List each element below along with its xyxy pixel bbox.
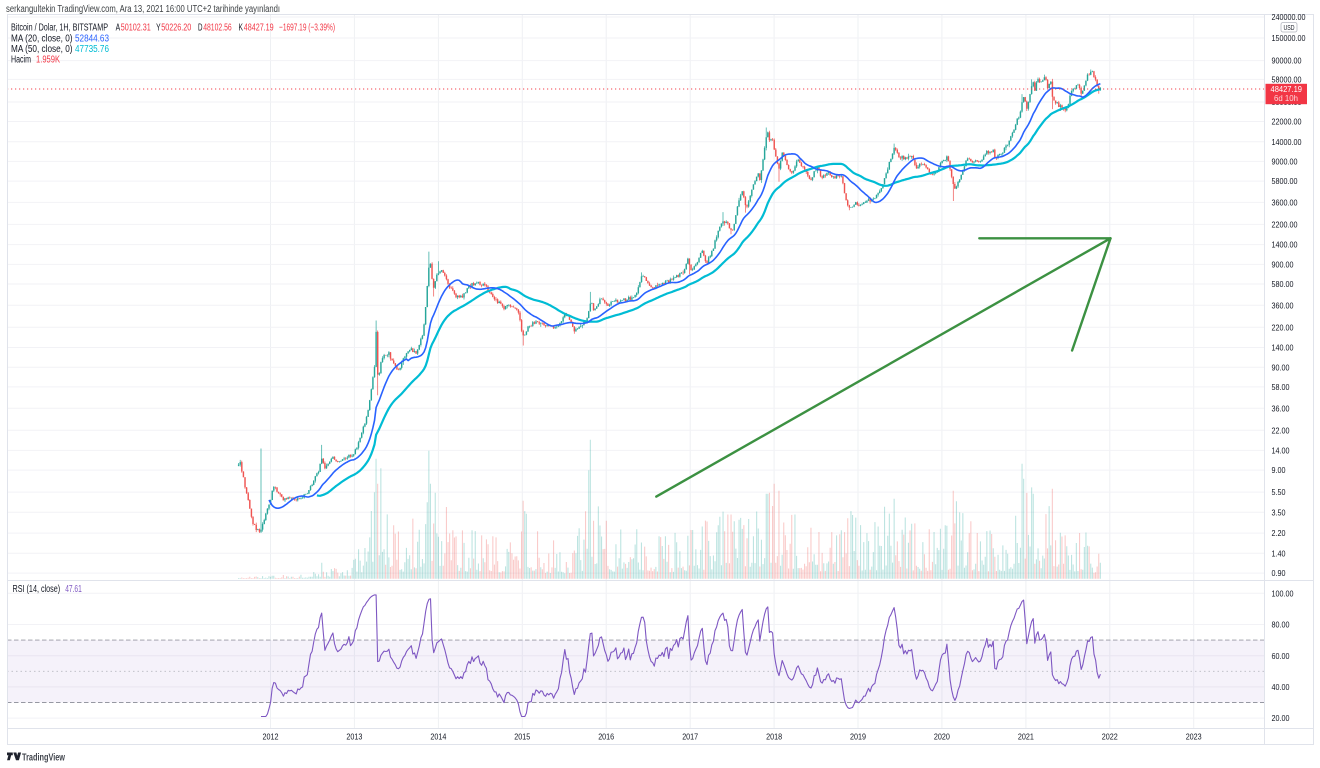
svg-text:60.00: 60.00	[1272, 651, 1290, 661]
svg-text:1.40: 1.40	[1272, 548, 1286, 558]
svg-text:2018: 2018	[766, 732, 782, 742]
svg-text:2021: 2021	[1018, 732, 1034, 742]
svg-text:Y: Y	[156, 23, 161, 34]
svg-text:14000.00: 14000.00	[1272, 137, 1302, 147]
svg-text:900.00: 900.00	[1272, 260, 1294, 270]
svg-text:3.50: 3.50	[1272, 507, 1286, 517]
svg-text:48427.19: 48427.19	[1271, 84, 1303, 94]
svg-text:USD: USD	[1284, 25, 1295, 32]
svg-text:5.50: 5.50	[1272, 487, 1286, 497]
svg-text:48427.19: 48427.19	[244, 23, 274, 34]
svg-text:2014: 2014	[430, 732, 446, 742]
svg-text:1.959K: 1.959K	[36, 55, 60, 66]
svg-text:K: K	[239, 23, 244, 34]
svg-text:2017: 2017	[682, 732, 698, 742]
svg-text:2020: 2020	[934, 732, 950, 742]
svg-text:−1697.19 (−3.39%): −1697.19 (−3.39%)	[279, 23, 335, 34]
svg-text:80.00: 80.00	[1272, 620, 1290, 630]
svg-text:220.00: 220.00	[1272, 322, 1294, 332]
svg-text:360.00: 360.00	[1272, 300, 1294, 310]
svg-text:2200.00: 2200.00	[1272, 220, 1298, 230]
svg-text:TradingView: TradingView	[22, 753, 65, 764]
svg-text:Bitcoin / Dolar, 1H, BITSTAMP: Bitcoin / Dolar, 1H, BITSTAMP	[11, 23, 108, 34]
svg-text:2.20: 2.20	[1272, 528, 1286, 538]
svg-text:2016: 2016	[598, 732, 614, 742]
svg-text:90000.00: 90000.00	[1272, 56, 1302, 66]
svg-text:100.00: 100.00	[1272, 588, 1294, 598]
svg-text:Hacim: Hacim	[11, 55, 31, 66]
svg-text:50102.31: 50102.31	[121, 23, 151, 34]
svg-text:47.61: 47.61	[65, 584, 82, 595]
svg-text:2022: 2022	[1102, 732, 1118, 742]
svg-text:580.00: 580.00	[1272, 279, 1294, 289]
svg-text:RSI (14, close): RSI (14, close)	[13, 584, 61, 595]
svg-text:9.00: 9.00	[1272, 465, 1286, 475]
svg-text:58.00: 58.00	[1272, 382, 1290, 392]
svg-text:90.00: 90.00	[1272, 362, 1290, 372]
svg-text:52844.63: 52844.63	[75, 33, 109, 44]
svg-text:20.00: 20.00	[1272, 713, 1290, 723]
svg-text:6d 10h: 6d 10h	[1274, 93, 1298, 103]
svg-text:2023: 2023	[1186, 732, 1202, 742]
svg-text:40.00: 40.00	[1272, 682, 1290, 692]
svg-text:2013: 2013	[346, 732, 362, 742]
svg-text:36.00: 36.00	[1272, 403, 1290, 413]
svg-text:2012: 2012	[263, 732, 279, 742]
svg-text:1400.00: 1400.00	[1272, 240, 1298, 250]
svg-text:58000.00: 58000.00	[1272, 75, 1302, 85]
svg-text:MA (20, close, 0): MA (20, close, 0)	[11, 33, 73, 44]
svg-text:50226.20: 50226.20	[161, 23, 191, 34]
svg-text:22000.00: 22000.00	[1272, 117, 1302, 127]
svg-text:140.00: 140.00	[1272, 343, 1294, 353]
svg-text:22.00: 22.00	[1272, 425, 1290, 435]
svg-text:2015: 2015	[514, 732, 530, 742]
svg-text:5800.00: 5800.00	[1272, 176, 1298, 186]
svg-text:0.90: 0.90	[1272, 568, 1286, 578]
svg-text:150000.00: 150000.00	[1272, 33, 1306, 43]
svg-text:48102.56: 48102.56	[203, 23, 232, 34]
svg-text:3600.00: 3600.00	[1272, 198, 1298, 208]
svg-text:2019: 2019	[850, 732, 866, 742]
svg-text:serkangultekin TradingView.com: serkangultekin TradingView.com, Ara 13, …	[6, 4, 280, 15]
svg-text:A: A	[116, 23, 121, 34]
svg-text:D: D	[198, 23, 203, 34]
svg-text:9000.00: 9000.00	[1272, 157, 1298, 167]
svg-text:47735.76: 47735.76	[75, 44, 109, 55]
svg-text:240000.00: 240000.00	[1272, 12, 1306, 22]
svg-text:14.00: 14.00	[1272, 446, 1290, 456]
svg-text:MA (50, close, 0): MA (50, close, 0)	[11, 44, 73, 55]
